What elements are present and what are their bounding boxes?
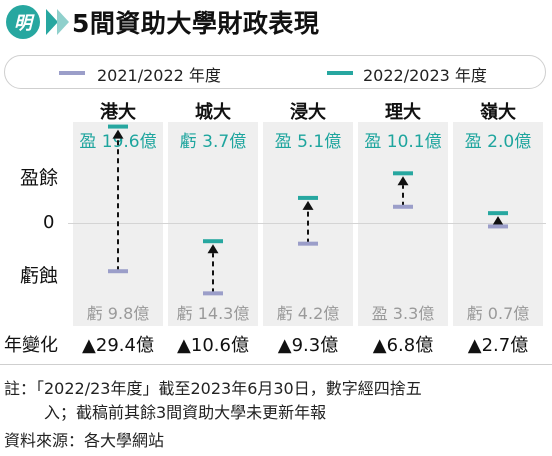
surplus-label: 盈餘	[20, 167, 59, 189]
change-value: ▲2.7億	[467, 335, 529, 356]
row-label-change: 年變化	[4, 335, 58, 356]
footnote: 註：「2022/23年度」截至2023年6月30日，數字經四捨五	[4, 379, 422, 398]
divider	[0, 364, 552, 365]
arrowhead	[302, 200, 314, 210]
marker-2122	[393, 204, 413, 209]
marker-2223	[203, 239, 223, 244]
deficit-label: 虧蝕	[20, 265, 59, 287]
legend-label-2122: 2021/2022 年度	[97, 66, 221, 85]
chevron-icon	[46, 9, 58, 35]
university-name: 港大	[100, 102, 136, 123]
arrowhead	[492, 216, 504, 226]
marker-2223	[393, 171, 413, 176]
value-label-2122: 虧 4.2億	[276, 304, 340, 323]
value-label-2122: 盈 3.3億	[371, 304, 435, 323]
change-value: ▲10.6億	[177, 335, 249, 356]
change-value: ▲29.4億	[82, 335, 154, 356]
chevron-icon	[57, 9, 69, 35]
change-value: ▲6.8億	[372, 335, 434, 356]
value-label-2122: 虧 9.8億	[86, 304, 150, 323]
university-name: 浸大	[290, 102, 326, 123]
marker-2223	[298, 195, 318, 200]
marker-2122	[203, 291, 223, 296]
arrowhead	[397, 176, 409, 186]
legend-swatch-2122	[59, 71, 85, 75]
column-bg	[358, 122, 448, 326]
value-label-2223: 盈 5.1億	[274, 132, 342, 152]
change-value: ▲9.3億	[277, 335, 339, 356]
source-note: 資料來源：各大學網站	[4, 431, 165, 450]
arrowhead	[207, 244, 219, 254]
value-label-2223: 盈 10.1億	[364, 132, 442, 152]
logo: 明	[6, 5, 40, 39]
university-name: 城大	[195, 102, 231, 123]
marker-2122	[108, 269, 128, 274]
marker-2122	[298, 241, 318, 246]
marker-2223	[488, 211, 508, 216]
value-label-2122: 虧 14.3億	[176, 304, 250, 323]
footnote: 入；截稿前其餘3間資助大學未更新年報	[44, 403, 327, 422]
marker-2122	[488, 224, 508, 229]
chart-title: 5間資助大學財政表現	[72, 9, 320, 38]
arrowhead	[112, 129, 124, 139]
marker-2223	[108, 124, 128, 129]
legend-label-2223: 2022/2023 年度	[363, 66, 487, 85]
value-label-2223: 盈 2.0億	[464, 132, 532, 152]
zero-label: 0	[43, 212, 55, 233]
value-label-2122: 虧 0.7億	[466, 304, 530, 323]
university-name: 嶺大	[480, 102, 516, 123]
value-label-2223: 虧 3.7億	[179, 132, 247, 152]
legend: 2021/2022 年度 2022/2023 年度	[4, 55, 546, 89]
university-name: 理大	[385, 102, 421, 123]
legend-swatch-2223	[327, 71, 353, 75]
